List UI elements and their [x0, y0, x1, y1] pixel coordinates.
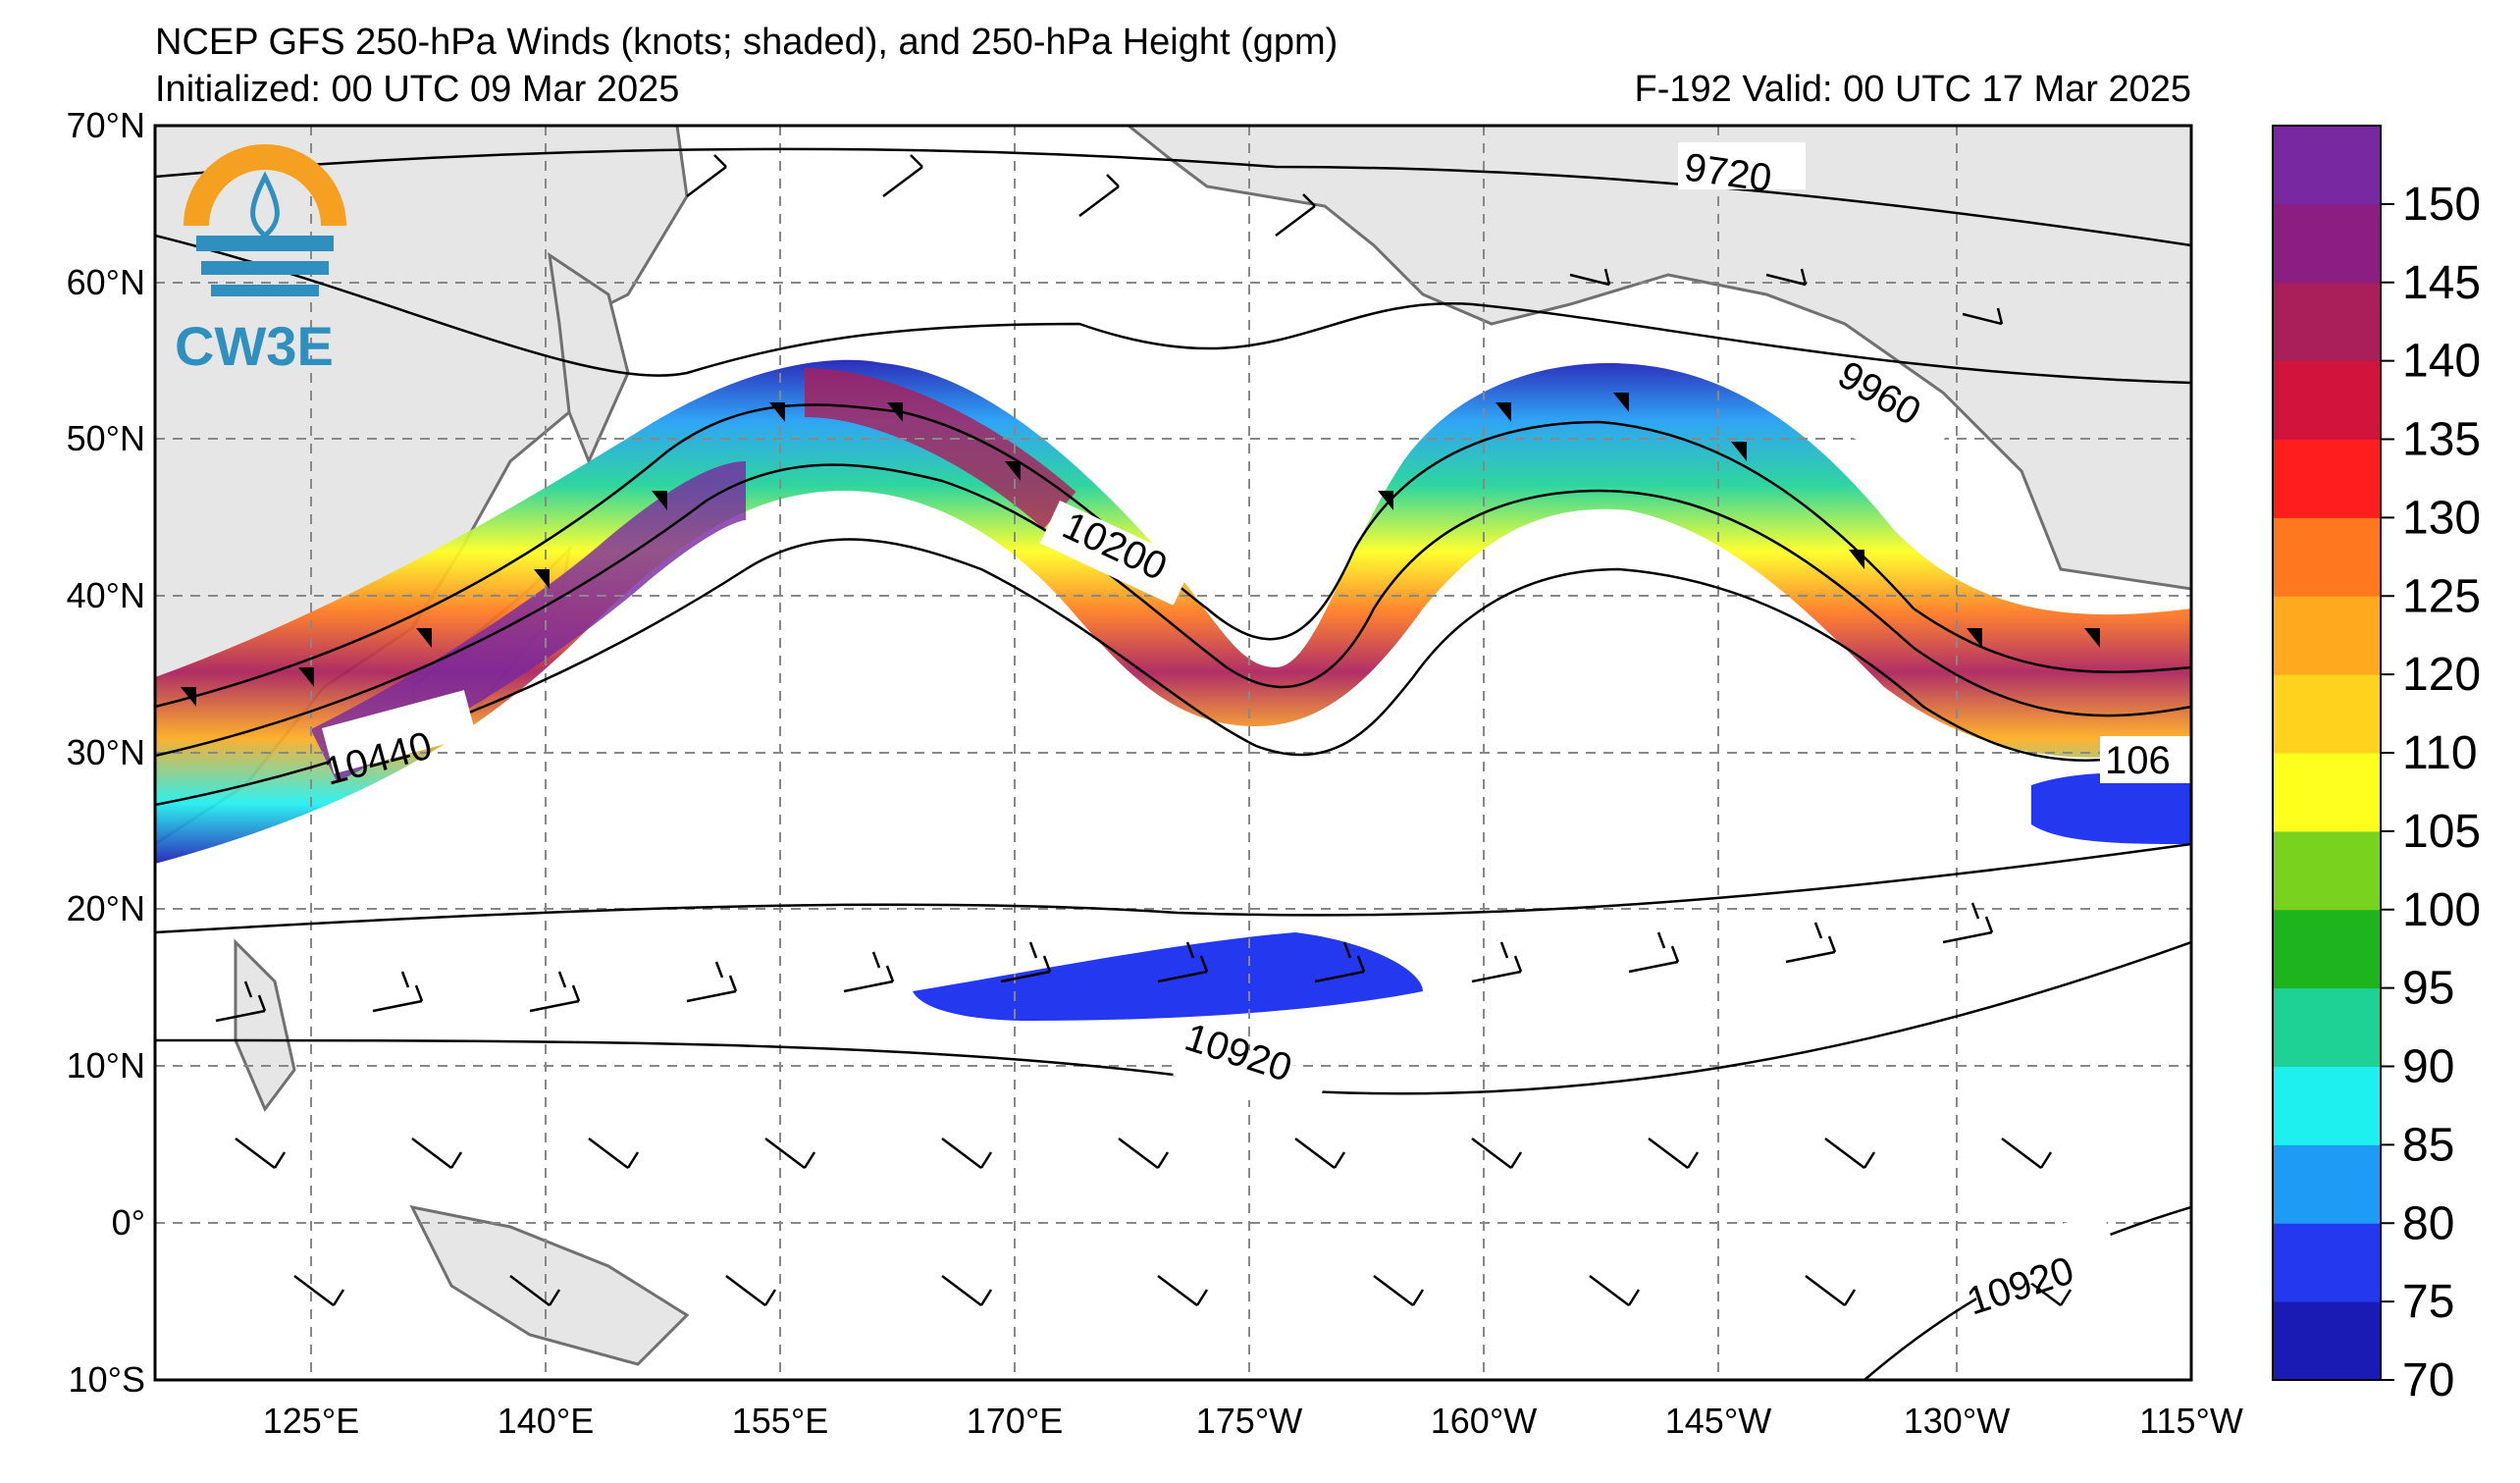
lat-tick-label: 10°N: [67, 1045, 145, 1086]
lat-tick-label: 10°S: [69, 1359, 145, 1400]
colorbar-swatch: [2273, 674, 2381, 754]
lon-tick-label: 155°E: [732, 1401, 828, 1441]
lat-axis: 70°N 60°N 50°N 40°N 30°N 20°N 10°N 0° 10…: [67, 105, 145, 1400]
colorbar-tick-label: 125: [2402, 570, 2481, 622]
colorbar-swatch: [2273, 517, 2381, 597]
colorbar-tick-label: 95: [2402, 963, 2454, 1015]
colorbar-swatch: [2273, 439, 2381, 518]
logo-text: CW3E: [175, 315, 334, 377]
colorbar-swatch: [2273, 1301, 2381, 1381]
colorbar-swatch: [2273, 830, 2381, 911]
initialized-text: Initialized: 00 UTC 09 Mar 2025: [155, 69, 680, 110]
contour-label-106: 106: [2100, 736, 2191, 783]
colorbar-tick-label: 130: [2402, 492, 2481, 544]
colorbar-tick-label: 120: [2402, 649, 2481, 701]
lon-tick-label: 115°W: [2139, 1401, 2243, 1441]
colorbar-tick-label: 110: [2402, 727, 2478, 779]
figure-title: NCEP GFS 250-hPa Winds (knots; shaded), …: [155, 22, 1339, 63]
land-new-guinea: [409, 1204, 690, 1366]
lon-tick-label: 175°W: [1196, 1401, 1302, 1441]
jet-stream-shading: [155, 359, 2191, 865]
colorbar-tick-label: 105: [2402, 806, 2481, 858]
lon-tick-label: 125°E: [263, 1401, 359, 1441]
contour-label-9720: 9720: [1678, 142, 1806, 200]
lon-axis: 125°E 140°E 155°E 170°E 175°W 160°W 145°…: [263, 1401, 2243, 1441]
colorbar-swatch: [2273, 282, 2381, 362]
height-contours: [155, 147, 2191, 1380]
land-alaska: [1126, 126, 2191, 591]
lon-tick-label: 140°E: [498, 1401, 594, 1441]
land-kamchatka: [548, 251, 630, 465]
lat-tick-label: 0°: [112, 1202, 145, 1243]
jet-blue-patch: [913, 932, 1423, 1021]
lat-tick-label: 70°N: [67, 105, 145, 145]
colorbar-swatch: [2273, 909, 2381, 989]
lon-tick-label: 130°W: [1904, 1401, 2010, 1441]
logo-waves: [196, 236, 334, 296]
colorbar-tick-label: 90: [2402, 1041, 2454, 1093]
colorbar-swatch: [2273, 596, 2381, 675]
colorbar-swatch: [2273, 1223, 2381, 1302]
colorbar-tick-label: 85: [2402, 1119, 2454, 1171]
colorbar-tick-label: 140: [2402, 336, 2481, 388]
lat-tick-label: 60°N: [67, 262, 145, 302]
logo-drop-icon: [250, 171, 280, 239]
lon-tick-label: 170°E: [967, 1401, 1063, 1441]
colorbar-tick-label: 70: [2402, 1354, 2454, 1406]
colorbar-tick-label: 145: [2402, 257, 2481, 309]
lon-tick-label: 145°W: [1665, 1401, 1771, 1441]
colorbar-swatch: [2273, 1066, 2381, 1145]
colorbar-tick-label: 135: [2402, 414, 2481, 466]
colorbar-tick-label: 75: [2402, 1276, 2454, 1328]
valid-text: F-192 Valid: 00 UTC 17 Mar 2025: [1634, 69, 2191, 110]
colorbar-swatch: [2273, 360, 2381, 440]
cw3e-logo: CW3E: [175, 144, 346, 377]
colorbar-swatch: [2273, 203, 2381, 284]
lat-tick-label: 30°N: [67, 732, 145, 772]
colorbar-tick-label: 80: [2402, 1197, 2454, 1249]
logo-arc: [184, 144, 346, 227]
lat-tick-label: 50°N: [67, 418, 145, 458]
colorbar-swatch: [2273, 987, 2381, 1067]
colorbar-swatch: [2273, 1144, 2381, 1224]
colorbar-tick-label: 100: [2402, 884, 2481, 936]
lon-tick-label: 160°W: [1431, 1401, 1537, 1441]
land-philippines: [234, 938, 296, 1112]
wind-barbs: [215, 154, 2073, 1306]
colorbar: 150 145 140 135 130 125 120 110 105 100 95 90 85 80 75…: [2272, 125, 2481, 1406]
colorbar-swatch: [2273, 753, 2381, 832]
contour-label-text: 106: [2105, 739, 2171, 782]
gridlines: [155, 126, 2191, 1380]
colorbar-tick-label: 150: [2402, 179, 2481, 231]
lat-tick-label: 20°N: [67, 888, 145, 928]
colorbar-swatch: [2273, 126, 2381, 205]
lat-tick-label: 40°N: [67, 575, 145, 615]
jet-core-2: [804, 368, 1076, 529]
jet-blue-patch-east: [2031, 772, 2191, 844]
